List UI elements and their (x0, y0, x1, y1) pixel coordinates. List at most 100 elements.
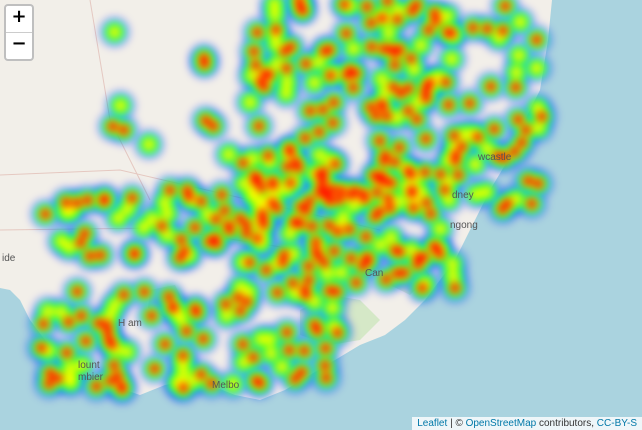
heat-point (523, 175, 534, 186)
heat-point (74, 358, 89, 373)
heat-point (381, 111, 392, 122)
heat-point (279, 249, 290, 260)
heat-point (425, 208, 436, 219)
heat-point (54, 234, 69, 249)
heat-point (99, 195, 110, 206)
heat-point (420, 133, 431, 144)
heat-point (63, 375, 78, 390)
heat-layer (36, 0, 547, 394)
heat-point (406, 188, 417, 199)
heat-point (321, 372, 332, 383)
heat-point (285, 177, 296, 188)
heat-point (61, 347, 72, 358)
heat-point (516, 137, 527, 148)
heat-point (40, 209, 51, 220)
place-label: Melbo (212, 380, 240, 391)
heat-point (104, 335, 115, 346)
heat-point (253, 121, 264, 132)
heat-point (323, 220, 334, 231)
heat-point (219, 205, 230, 216)
place-label: mbier (78, 372, 104, 383)
heat-point (156, 221, 167, 232)
heat-point (392, 14, 403, 25)
heat-point (439, 184, 450, 195)
heat-point (160, 227, 175, 242)
heat-point (178, 350, 188, 361)
heat-point (294, 0, 305, 6)
heat-point (107, 121, 118, 132)
heat-point (299, 345, 310, 356)
heat-point (289, 217, 300, 228)
heat-point (190, 303, 201, 314)
heat-point (421, 197, 432, 208)
heat-point (221, 147, 236, 162)
license-link[interactable]: CC-BY-S (596, 418, 637, 429)
heat-point (529, 61, 544, 76)
heat-point (440, 77, 451, 88)
heat-point (521, 125, 532, 135)
heat-point (44, 378, 55, 389)
heat-point (102, 320, 112, 330)
heat-point (284, 345, 295, 356)
heat-point (303, 261, 314, 272)
heat-point (327, 117, 338, 128)
heat-point (249, 171, 260, 182)
zoom-out-button[interactable]: − (6, 32, 32, 59)
heat-point (320, 266, 335, 281)
heat-point (63, 316, 74, 327)
heat-point (370, 110, 381, 121)
heat-point (531, 120, 546, 135)
heat-point (127, 193, 138, 203)
heat-point (72, 286, 83, 297)
heat-point (295, 2, 306, 13)
heat-point (235, 305, 246, 316)
heat-point (279, 86, 294, 101)
heat-point (531, 34, 542, 45)
heat-point (489, 124, 500, 134)
heat-point (281, 63, 292, 74)
heat-point (175, 252, 186, 263)
heat-point (382, 0, 393, 6)
heat-point (241, 219, 252, 230)
heat-point (329, 246, 340, 257)
heat-point (300, 289, 311, 300)
heat-point (176, 234, 187, 245)
heat-point (237, 339, 248, 350)
heat-point (45, 368, 56, 379)
heat-point (164, 291, 174, 302)
attribution-separator: | © (450, 418, 463, 429)
heat-point (244, 257, 255, 268)
heat-point (91, 381, 102, 392)
heat-point (160, 206, 175, 221)
heat-point (182, 185, 193, 196)
heat-point (482, 23, 493, 34)
heat-point (71, 198, 82, 208)
heat-point (408, 202, 419, 213)
heat-point (312, 55, 327, 70)
heat-point (80, 336, 91, 346)
leaflet-link[interactable]: Leaflet (417, 418, 448, 429)
heat-point (424, 78, 435, 88)
heat-point (251, 375, 262, 386)
osm-link[interactable]: OpenStreetMap (465, 418, 537, 429)
heat-point (320, 360, 331, 371)
heat-point (358, 188, 369, 199)
heat-point (441, 192, 456, 207)
attribution: Leaflet | © OpenStreetMap contributors, … (412, 417, 642, 430)
heat-point (220, 299, 231, 310)
heat-point (395, 88, 406, 99)
heat-point (105, 375, 116, 386)
heat-point (365, 102, 376, 113)
zoom-in-button[interactable]: + (11, 6, 27, 27)
heat-point (198, 333, 209, 344)
heat-point (348, 82, 359, 93)
heat-point (421, 93, 432, 104)
heat-point (389, 59, 400, 70)
heat-point (434, 248, 445, 259)
heat-point (388, 82, 399, 93)
heat-point (467, 22, 478, 33)
heat-point (142, 137, 156, 152)
heat-point (181, 326, 192, 336)
heat-point (200, 115, 211, 126)
